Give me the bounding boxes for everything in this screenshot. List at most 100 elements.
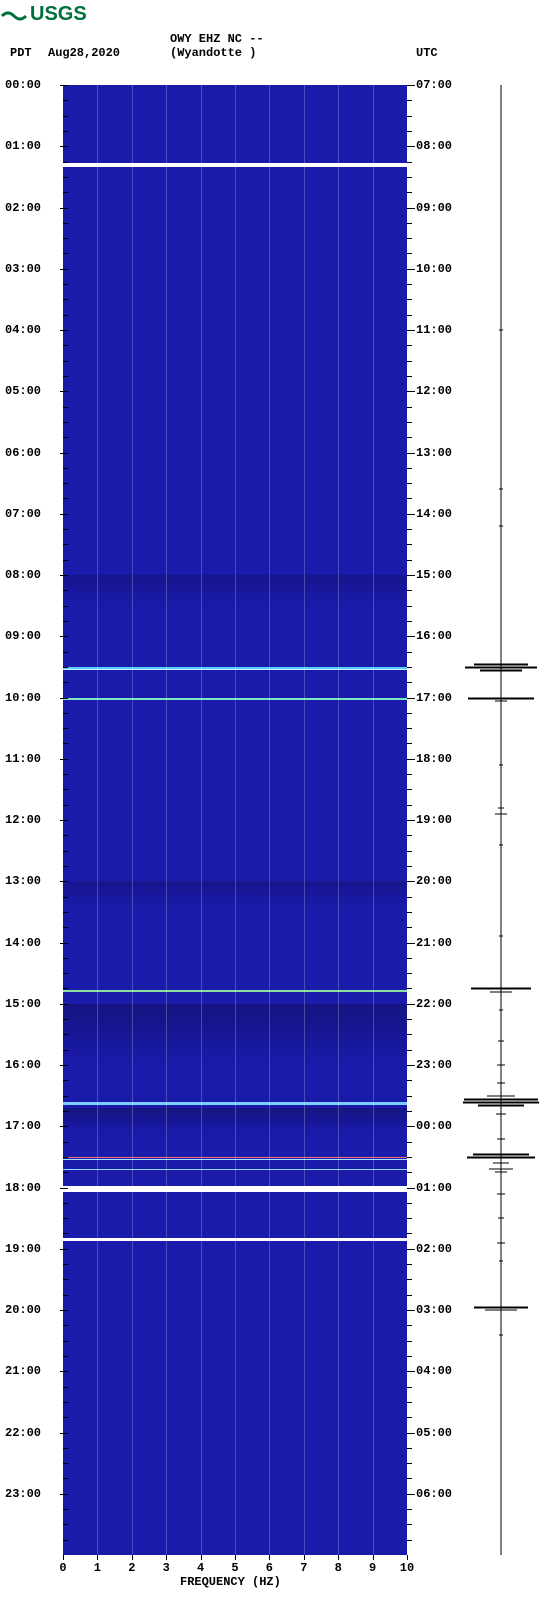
right-hour-label: 19:00 xyxy=(416,813,452,827)
left-sub-tick xyxy=(63,1463,68,1464)
left-sub-tick xyxy=(63,1218,68,1219)
right-sub-tick xyxy=(407,1264,412,1265)
right-sub-tick xyxy=(407,1417,412,1418)
right-hour-label: 16:00 xyxy=(416,629,452,643)
right-sub-tick xyxy=(407,1356,412,1357)
date-label: Aug28,2020 xyxy=(48,46,120,60)
right-sub-tick xyxy=(407,652,412,653)
left-sub-tick xyxy=(63,713,68,714)
spectrogram-page: USGS OWY EHZ NC -- (Wyandotte ) PDT Aug2… xyxy=(0,0,552,1613)
left-hour-label: 00:00 xyxy=(5,78,41,92)
frequency-tick xyxy=(97,1555,98,1560)
right-sub-tick xyxy=(407,529,412,530)
left-sub-tick xyxy=(63,1402,68,1403)
left-sub-tick xyxy=(63,1540,68,1541)
right-sub-tick xyxy=(407,1448,412,1449)
right-hour-label: 02:00 xyxy=(416,1242,452,1256)
right-sub-tick xyxy=(407,483,412,484)
right-hour-tick xyxy=(407,269,415,270)
left-hour-label: 07:00 xyxy=(5,507,41,521)
left-hour-label: 03:00 xyxy=(5,262,41,276)
left-sub-tick xyxy=(63,1050,68,1051)
left-hour-tick xyxy=(60,698,68,699)
right-sub-tick xyxy=(407,713,412,714)
right-sub-tick xyxy=(407,958,412,959)
amplitude-event xyxy=(465,666,537,668)
left-sub-tick xyxy=(63,1448,68,1449)
right-sub-tick xyxy=(407,162,412,163)
right-hour-label: 10:00 xyxy=(416,262,452,276)
right-hour-tick xyxy=(407,1004,415,1005)
frequency-tick xyxy=(201,1555,202,1560)
frequency-tick-label: 2 xyxy=(128,1561,135,1575)
left-hour-tick xyxy=(60,146,68,147)
right-hour-tick xyxy=(407,1310,415,1311)
frequency-axis-label: FREQUENCY (HZ) xyxy=(180,1575,281,1589)
right-sub-tick xyxy=(407,498,412,499)
left-hour-label: 21:00 xyxy=(5,1364,41,1378)
left-hour-tick xyxy=(60,453,68,454)
right-hour-tick xyxy=(407,1371,415,1372)
left-hour-tick xyxy=(60,1126,68,1127)
right-sub-tick xyxy=(407,223,412,224)
left-sub-tick xyxy=(63,1417,68,1418)
frequency-tick-label: 7 xyxy=(300,1561,307,1575)
left-hour-tick xyxy=(60,208,68,209)
right-sub-tick xyxy=(407,299,412,300)
left-hour-label: 20:00 xyxy=(5,1303,41,1317)
frequency-gridline xyxy=(132,85,133,1555)
left-hour-tick xyxy=(60,1065,68,1066)
left-hour-tick xyxy=(60,514,68,515)
right-sub-tick xyxy=(407,667,412,668)
amplitude-event xyxy=(499,330,503,331)
right-hour-label: 11:00 xyxy=(416,323,452,337)
right-hour-label: 23:00 xyxy=(416,1058,452,1072)
frequency-tick-label: 4 xyxy=(197,1561,204,1575)
right-hour-label: 06:00 xyxy=(416,1487,452,1501)
amplitude-event xyxy=(498,1040,504,1041)
left-hour-tick xyxy=(60,759,68,760)
amplitude-event xyxy=(480,669,523,671)
amplitude-event xyxy=(473,1153,529,1155)
right-hour-tick xyxy=(407,1188,415,1189)
amplitude-event xyxy=(497,1065,505,1066)
right-hour-label: 09:00 xyxy=(416,201,452,215)
frequency-tick-label: 3 xyxy=(163,1561,170,1575)
frequency-tick xyxy=(338,1555,339,1560)
right-sub-tick xyxy=(407,1096,412,1097)
right-sub-tick xyxy=(407,805,412,806)
left-hour-tick xyxy=(60,1371,68,1372)
left-sub-tick xyxy=(63,116,68,117)
amplitude-event xyxy=(497,1193,505,1194)
right-sub-tick xyxy=(407,835,412,836)
right-hour-tick xyxy=(407,575,415,576)
left-sub-tick xyxy=(63,774,68,775)
amplitude-event xyxy=(474,1306,527,1308)
left-sub-tick xyxy=(63,192,68,193)
spectrogram-plot xyxy=(63,85,407,1555)
amplitude-event xyxy=(495,813,507,814)
amplitude-event xyxy=(499,526,502,527)
right-sub-tick xyxy=(407,1034,412,1035)
left-hour-tick xyxy=(60,330,68,331)
frequency-tick xyxy=(132,1555,133,1560)
left-hour-label: 15:00 xyxy=(5,997,41,1011)
right-sub-tick xyxy=(407,1463,412,1464)
right-sub-tick xyxy=(407,238,412,239)
frequency-tick xyxy=(235,1555,236,1560)
frequency-gridline xyxy=(269,85,270,1555)
right-sub-tick xyxy=(407,1279,412,1280)
right-sub-tick xyxy=(407,1050,412,1051)
chart-title-site: (Wyandotte ) xyxy=(170,46,256,60)
left-hour-label: 17:00 xyxy=(5,1119,41,1133)
right-sub-tick xyxy=(407,177,412,178)
amplitude-trace xyxy=(462,85,540,1555)
left-hour-label: 19:00 xyxy=(5,1242,41,1256)
right-sub-tick xyxy=(407,1080,412,1081)
left-hour-tick xyxy=(60,820,68,821)
right-hour-label: 13:00 xyxy=(416,446,452,460)
amplitude-event xyxy=(499,844,503,845)
right-sub-tick xyxy=(407,1295,412,1296)
left-hour-label: 05:00 xyxy=(5,384,41,398)
left-sub-tick xyxy=(63,743,68,744)
